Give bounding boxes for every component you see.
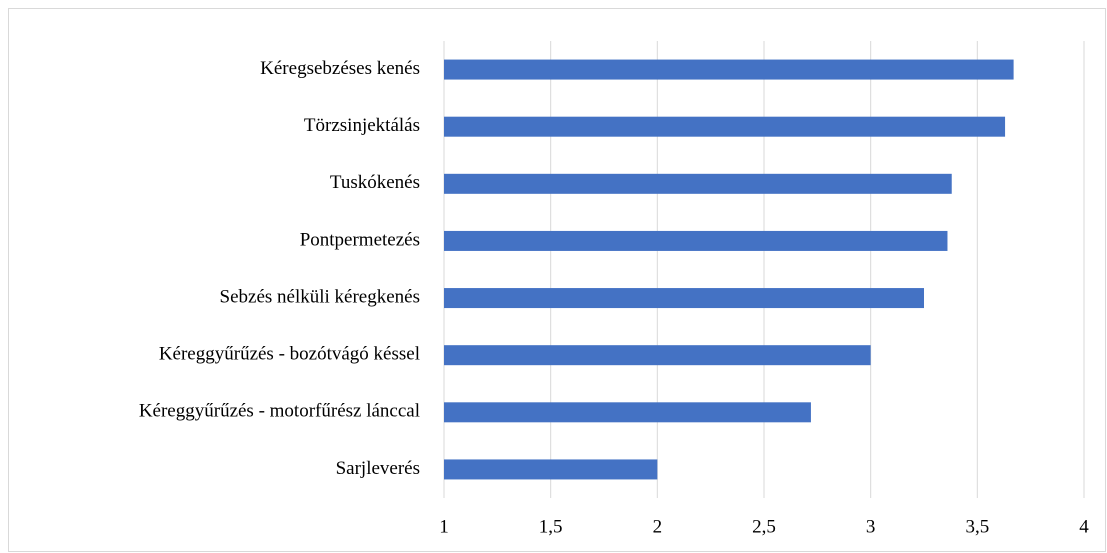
bar	[444, 230, 948, 251]
y-tick-label: Sarjleverés	[336, 458, 420, 479]
chart-frame	[8, 8, 1106, 552]
y-tick-label: Kéregsebzéses kenés	[260, 58, 420, 79]
y-tick-label: Kéreggyűrűzés - bozótvágó késsel	[159, 344, 420, 365]
y-tick-label: Pontpermetezés	[300, 229, 420, 250]
y-tick-label: Kéreggyűrűzés - motorfűrész lánccal	[139, 401, 420, 422]
y-tick-label: Törzsinjektálás	[304, 115, 420, 136]
bar	[444, 345, 871, 366]
x-tick-label: 1	[439, 516, 449, 537]
y-tick-label: Sebzés nélküli kéregkenés	[220, 286, 420, 307]
x-tick-label: 2	[653, 516, 663, 537]
x-tick-label: 1,5	[539, 516, 563, 537]
bar	[444, 173, 952, 194]
bar	[444, 59, 1014, 80]
x-tick-label: 3	[866, 516, 876, 537]
bar	[444, 116, 1006, 137]
bar	[444, 402, 811, 423]
y-tick-label: Tuskókenés	[330, 172, 420, 193]
bar	[444, 459, 658, 480]
bar	[444, 288, 924, 309]
x-tick-label: 3,5	[965, 516, 989, 537]
x-tick-label: 4	[1079, 516, 1089, 537]
x-tick-label: 2,5	[752, 516, 776, 537]
